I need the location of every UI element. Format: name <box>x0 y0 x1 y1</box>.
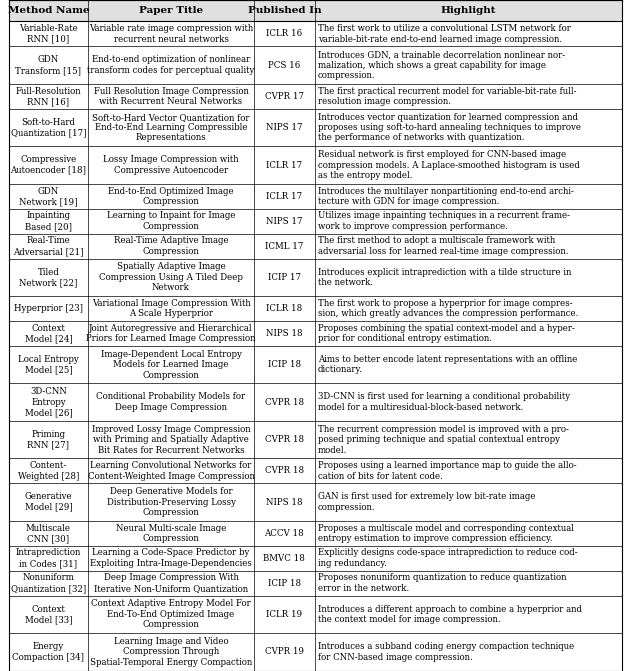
Text: Energy
Compaction [34]: Energy Compaction [34] <box>12 642 84 662</box>
Text: GAN is first used for extremely low bit-rate image
compression.: GAN is first used for extremely low bit-… <box>318 493 536 512</box>
Text: Variational Image Compression With
A Scale Hyperprior: Variational Image Compression With A Sca… <box>92 299 250 318</box>
Text: The first work to utilize a convolutional LSTM network for
variable-bit-rate end: The first work to utilize a convolutiona… <box>318 24 571 44</box>
Text: Generative
Model [29]: Generative Model [29] <box>24 493 72 512</box>
Text: Proposes nonuniform quantization to reduce quantization
error in the network.: Proposes nonuniform quantization to redu… <box>318 574 566 593</box>
Text: Deep Generative Models for
Distribution-Preserving Lossy
Compression: Deep Generative Models for Distribution-… <box>106 487 236 517</box>
Text: CVPR 18: CVPR 18 <box>265 435 304 444</box>
Text: Learning Convolutional Networks for
Content-Weighted Image Compression: Learning Convolutional Networks for Cont… <box>88 461 255 480</box>
Text: Improved Lossy Image Compression
with Priming and Spatially Adaptive
Bit Rates f: Improved Lossy Image Compression with Pr… <box>92 425 250 454</box>
Text: Proposes using a learned importance map to guide the allo-
cation of bits for la: Proposes using a learned importance map … <box>318 461 577 480</box>
Text: NIPS 18: NIPS 18 <box>266 329 303 338</box>
Text: Introduces a subband coding energy compaction technique
for CNN-based image comp: Introduces a subband coding energy compa… <box>318 642 574 662</box>
Text: Soft-to-Hard Vector Quantization for
End-to-End Learning Compressible
Representa: Soft-to-Hard Vector Quantization for End… <box>92 113 250 142</box>
Text: Intraprediction
in Codes [31]: Intraprediction in Codes [31] <box>16 548 81 568</box>
Text: Variable-Rate
RNN [10]: Variable-Rate RNN [10] <box>19 24 78 44</box>
Text: Highlight: Highlight <box>440 6 496 15</box>
Text: Real-Time
Adversarial [21]: Real-Time Adversarial [21] <box>13 236 84 256</box>
Text: NIPS 17: NIPS 17 <box>266 123 303 132</box>
Text: NIPS 18: NIPS 18 <box>266 497 303 507</box>
Text: The first practical recurrent model for variable-bit-rate full-
resolution image: The first practical recurrent model for … <box>318 87 577 106</box>
Text: Residual network is first employed for CNN-based image
compression models. A Lap: Residual network is first employed for C… <box>318 150 580 180</box>
Text: Introduces the multilayer nonpartitioning end-to-end archi-
tecture with GDN for: Introduces the multilayer nonpartitionin… <box>318 187 574 206</box>
Text: Compressive
Autoencoder [18]: Compressive Autoencoder [18] <box>10 155 86 174</box>
Text: Published In: Published In <box>248 6 321 15</box>
Text: Aims to better encode latent representations with an offline
dictionary.: Aims to better encode latent representat… <box>318 355 577 374</box>
Text: Learning to Inpaint for Image
Compression: Learning to Inpaint for Image Compressio… <box>107 211 236 231</box>
Text: PCS 16: PCS 16 <box>268 60 301 70</box>
Text: ICML 17: ICML 17 <box>265 242 303 251</box>
Text: Introduces GDN, a trainable decorrelation nonlinear nor-
malization, which shows: Introduces GDN, a trainable decorrelatio… <box>318 50 565 80</box>
Text: Full Resolution Image Compression
with Recurrent Neural Networks: Full Resolution Image Compression with R… <box>93 87 248 106</box>
Text: CVPR 17: CVPR 17 <box>265 92 304 101</box>
Text: Deep Image Compression With
Iterative Non-Uniform Quantization: Deep Image Compression With Iterative No… <box>94 574 248 593</box>
Text: CVPR 19: CVPR 19 <box>265 648 304 656</box>
Text: Utilizes image inpainting techniques in a recurrent frame-
work to improve compr: Utilizes image inpainting techniques in … <box>318 211 570 231</box>
Text: ICLR 18: ICLR 18 <box>266 304 303 313</box>
Text: Priming
RNN [27]: Priming RNN [27] <box>28 430 69 450</box>
Text: Nonuniform
Quantization [32]: Nonuniform Quantization [32] <box>11 574 86 593</box>
Text: Explicitly designs code-space intraprediction to reduce cod-
ing redundancy.: Explicitly designs code-space intrapredi… <box>318 548 578 568</box>
Text: ICIP 17: ICIP 17 <box>268 273 301 282</box>
Text: GDN
Transform [15]: GDN Transform [15] <box>15 56 81 75</box>
Text: Context
Model [24]: Context Model [24] <box>24 324 72 343</box>
Text: ICIP 18: ICIP 18 <box>268 578 301 588</box>
Text: NIPS 17: NIPS 17 <box>266 217 303 225</box>
Text: Soft-to-Hard
Quantization [17]: Soft-to-Hard Quantization [17] <box>11 118 86 138</box>
Text: Image-Dependent Local Entropy
Models for Learned Image
Compression: Image-Dependent Local Entropy Models for… <box>100 350 241 380</box>
Text: Lossy Image Compression with
Compressive Autoencoder: Lossy Image Compression with Compressive… <box>103 155 239 174</box>
Text: Context
Model [33]: Context Model [33] <box>25 605 72 624</box>
Text: ICLR 16: ICLR 16 <box>266 30 303 38</box>
Text: GDN
Network [19]: GDN Network [19] <box>19 187 77 206</box>
Text: The first method to adopt a multiscale framework with
adversarial loss for learn: The first method to adopt a multiscale f… <box>318 236 568 256</box>
Text: Variable rate image compression with
recurrent neural networks: Variable rate image compression with rec… <box>89 24 253 44</box>
Text: Method Name: Method Name <box>8 6 89 15</box>
Text: ICIP 18: ICIP 18 <box>268 360 301 369</box>
Text: Learning a Code-Space Predictor by
Exploiting Intra-Image-Dependencies: Learning a Code-Space Predictor by Explo… <box>90 548 252 568</box>
Text: End-to-End Optimized Image
Compression: End-to-End Optimized Image Compression <box>108 187 234 206</box>
Text: CVPR 18: CVPR 18 <box>265 466 304 475</box>
Text: Real-Time Adaptive Image
Compression: Real-Time Adaptive Image Compression <box>114 236 228 256</box>
Text: Tiled
Network [22]: Tiled Network [22] <box>19 268 77 287</box>
Text: Paper Title: Paper Title <box>139 6 203 15</box>
Text: Conditional Probability Models for
Deep Image Compression: Conditional Probability Models for Deep … <box>97 393 246 412</box>
Text: Full-Resolution
RNN [16]: Full-Resolution RNN [16] <box>15 87 81 106</box>
Text: Proposes combining the spatial context-model and a hyper-
prior for conditional : Proposes combining the spatial context-m… <box>318 324 575 343</box>
Text: Multiscale
CNN [30]: Multiscale CNN [30] <box>26 523 71 543</box>
Text: CVPR 18: CVPR 18 <box>265 398 304 407</box>
Text: ICLR 17: ICLR 17 <box>266 192 303 201</box>
Text: Joint Autoregressive and Hierarchical
Priors for Learned Image Compression: Joint Autoregressive and Hierarchical Pr… <box>86 324 256 343</box>
Text: Local Entropy
Model [25]: Local Entropy Model [25] <box>18 355 79 374</box>
Text: Introduces vector quantization for learned compression and
proposes using soft-t: Introduces vector quantization for learn… <box>318 113 581 142</box>
Text: Introduces a different approach to combine a hyperprior and
the context model fo: Introduces a different approach to combi… <box>318 605 582 624</box>
Text: BMVC 18: BMVC 18 <box>264 554 305 563</box>
Text: Hyperprior [23]: Hyperprior [23] <box>14 304 83 313</box>
Text: Neural Multi-scale Image
Compression: Neural Multi-scale Image Compression <box>116 523 226 543</box>
Text: The recurrent compression model is improved with a pro-
posed priming technique : The recurrent compression model is impro… <box>318 425 569 454</box>
Text: ACCV 18: ACCV 18 <box>264 529 304 537</box>
Text: Context Adaptive Entropy Model For
End-To-End Optimized Image
Compression: Context Adaptive Entropy Model For End-T… <box>91 599 251 629</box>
Text: Content-
Weighted [28]: Content- Weighted [28] <box>18 461 79 480</box>
Text: End-to-end optimization of nonlinear
transform codes for perceptual quality: End-to-end optimization of nonlinear tra… <box>87 56 255 75</box>
Bar <box>8 0 621 21</box>
Text: Inpainting
Based [20]: Inpainting Based [20] <box>25 211 72 231</box>
Text: Learning Image and Video
Compression Through
Spatial-Temporal Energy Compaction: Learning Image and Video Compression Thr… <box>90 637 252 667</box>
Text: Proposes a multiscale model and corresponding contextual
entropy estimation to i: Proposes a multiscale model and correspo… <box>318 523 574 543</box>
Text: ICLR 17: ICLR 17 <box>266 160 303 170</box>
Text: ICLR 19: ICLR 19 <box>266 610 303 619</box>
Text: 3D-CNN
Entropy
Model [26]: 3D-CNN Entropy Model [26] <box>24 387 72 417</box>
Text: The first work to propose a hyperprior for image compres-
sion, which greatly ad: The first work to propose a hyperprior f… <box>318 299 579 318</box>
Text: 3D-CNN is first used for learning a conditional probability
model for a multires: 3D-CNN is first used for learning a cond… <box>318 393 570 412</box>
Text: Spatially Adaptive Image
Compression Using A Tiled Deep
Network: Spatially Adaptive Image Compression Usi… <box>99 262 243 293</box>
Text: Introduces explicit intraprediction with a tilde structure in
the network.: Introduces explicit intraprediction with… <box>318 268 572 287</box>
